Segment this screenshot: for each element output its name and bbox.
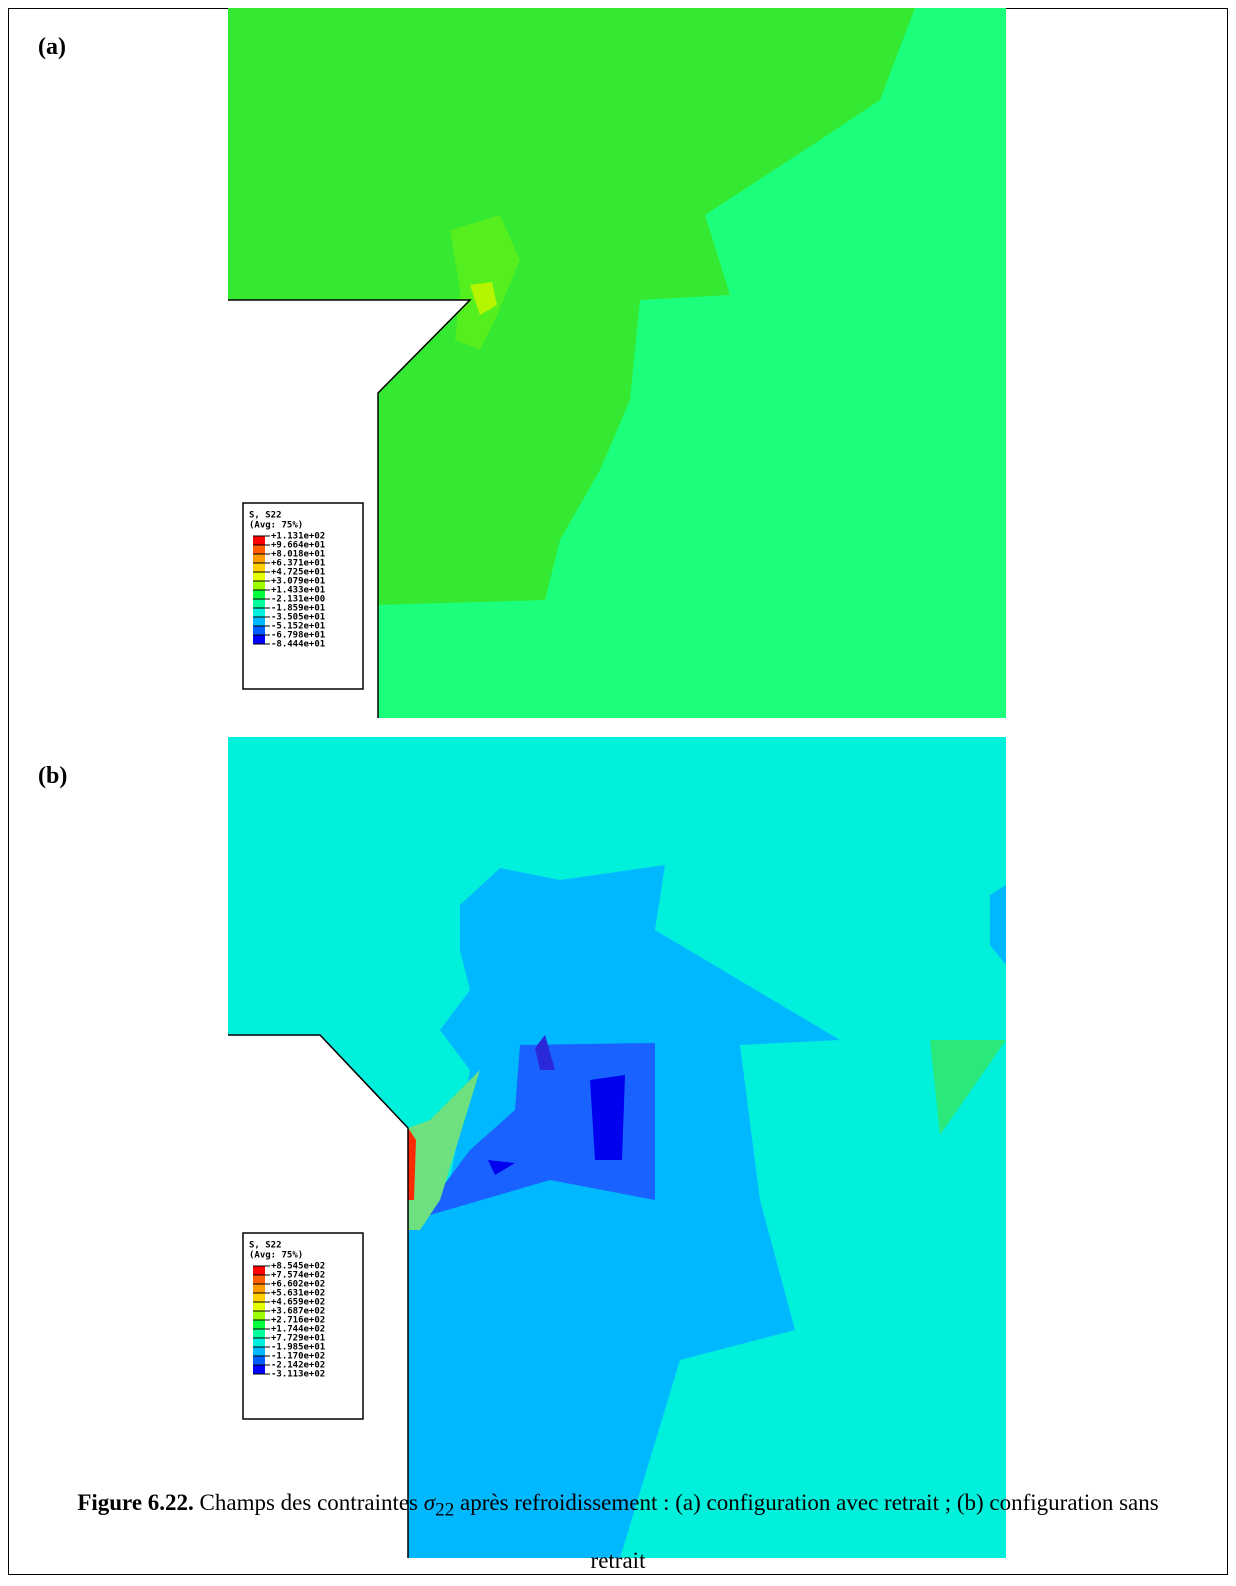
legend-swatch [253,635,265,644]
legend-subtitle: (Avg: 75%) [249,1251,303,1261]
panel-label: (a) [38,34,66,60]
legend-subtitle: (Avg: 75%) [249,521,303,531]
legend: S, S22(Avg: 75%)+1.131e+02+9.664e+01+8.0… [242,502,364,690]
caption-text: après refroidissement : (a) configuratio… [454,1490,1159,1573]
contour-plot-b [228,737,1006,1558]
caption-label: Figure 6.22. [77,1490,194,1515]
legend-title: S, S22 [249,1241,282,1251]
legend-swatch [253,545,265,554]
legend-swatch [253,554,265,563]
legend-swatch [253,1266,265,1275]
legend-label: -5.152e+01 [271,622,325,632]
legend-label: -1.859e+01 [271,604,325,614]
caption-text: Champs des contraintes [193,1490,424,1515]
caption: Figure 6.22. Champs des contraintes σ22 … [60,1478,1176,1586]
legend-label: -2.142e+02 [271,1361,325,1371]
legend-swatch [253,590,265,599]
legend-label: +2.716e+02 [271,1316,325,1326]
legend-swatch [253,536,265,545]
legend-swatch [253,1329,265,1338]
caption-symbol: σ [423,1490,436,1515]
legend-swatch [253,1293,265,1302]
legend-swatch [253,1302,265,1311]
legend-swatch [253,1347,265,1356]
legend-label: +7.729e+01 [271,1334,325,1344]
legend-swatch [253,1365,265,1374]
legend-label: +6.602e+02 [271,1280,325,1290]
legend-swatch [253,572,265,581]
legend-title: S, S22 [249,511,282,521]
legend-swatch [253,1284,265,1293]
legend-swatch [253,1338,265,1347]
legend-label: -3.113e+02 [271,1370,325,1380]
legend-swatch [253,626,265,635]
legend-label: -1.170e+02 [271,1352,325,1362]
legend-label: -8.444e+01 [271,640,325,650]
legend-label: +8.018e+01 [271,550,325,560]
panel-label: (b) [38,763,67,789]
legend-swatch [253,1356,265,1365]
legend-label: +1.744e+02 [271,1325,325,1335]
legend-swatch [253,617,265,626]
legend-label: +4.725e+01 [271,568,325,578]
legend-swatch [253,1320,265,1329]
legend-label: -6.798e+01 [271,631,325,641]
legend-label: +3.687e+02 [271,1307,325,1317]
legend-swatch [253,1275,265,1284]
legend-label: +1.131e+02 [271,532,325,542]
legend-label: +1.433e+01 [271,586,325,596]
legend-label: +3.079e+01 [271,577,325,587]
legend-swatch [253,563,265,572]
legend-label: +4.659e+02 [271,1298,325,1308]
contour-plot-a [228,8,1006,718]
legend: S, S22(Avg: 75%)+8.545e+02+7.574e+02+6.6… [242,1232,364,1420]
caption-subscript: 22 [435,1499,455,1521]
legend-label: +6.371e+01 [271,559,325,569]
legend-label: +7.574e+02 [271,1271,325,1281]
legend-label: +5.631e+02 [271,1289,325,1299]
legend-swatch [253,608,265,617]
legend-label: -2.131e+00 [271,595,325,605]
legend-label: +8.545e+02 [271,1262,325,1272]
legend-label: -1.985e+01 [271,1343,325,1353]
legend-label: +9.664e+01 [271,541,325,551]
legend-label: -3.505e+01 [271,613,325,623]
legend-swatch [253,581,265,590]
legend-swatch [253,1311,265,1320]
legend-swatch [253,599,265,608]
